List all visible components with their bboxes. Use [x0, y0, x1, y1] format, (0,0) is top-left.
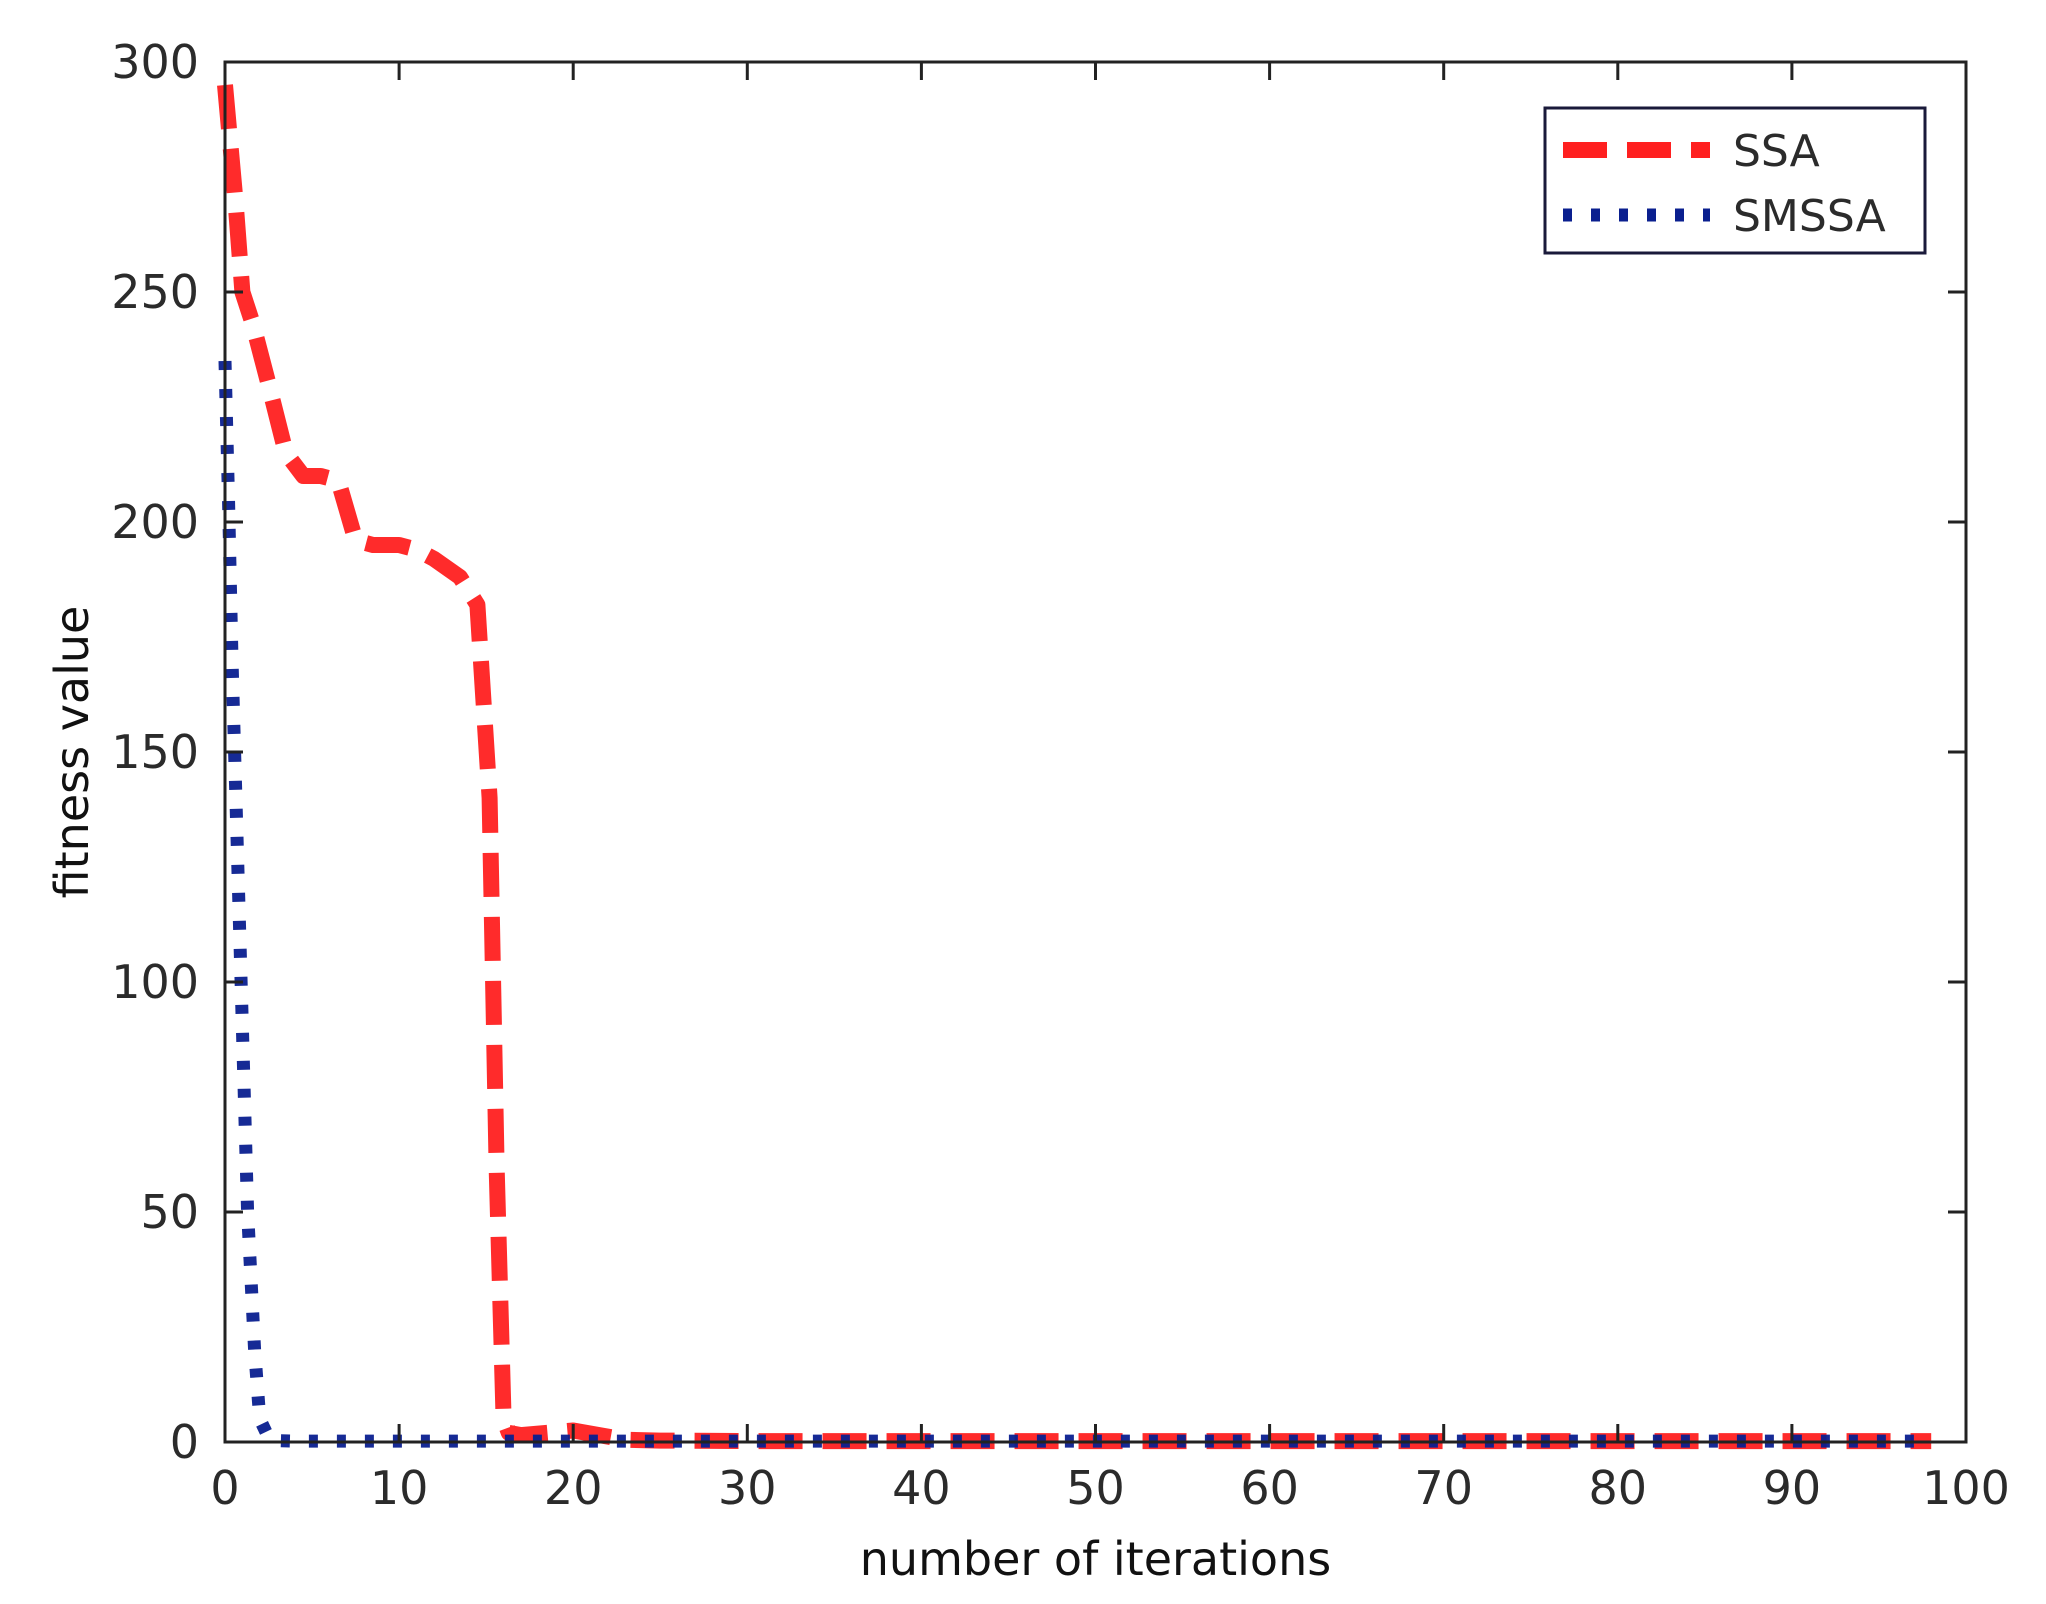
x-tick-label-0: 0 [210, 1461, 239, 1515]
legend-label-smssa: SMSSA [1733, 191, 1886, 242]
axis-tick-labels: 0 10 20 30 40 50 60 70 80 90 100 0 50 100 150 200 250 300 [111, 35, 2010, 1515]
legend-box [1543, 106, 1927, 255]
axis-ticks [223, 60, 1968, 1444]
x-tick-label-60: 60 [1240, 1461, 1299, 1515]
y-tick-label-50: 50 [140, 1185, 199, 1239]
legend: SSA SMSSA [1543, 106, 1927, 255]
y-tick-label-200: 200 [111, 495, 199, 549]
x-tick-label-40: 40 [892, 1461, 951, 1515]
x-tick-label-90: 90 [1763, 1461, 1822, 1515]
x-tick-label-30: 30 [718, 1461, 777, 1515]
y-tick-label-100: 100 [111, 955, 199, 1009]
x-tick-label-100: 100 [1922, 1461, 2010, 1515]
y-tick-label-250: 250 [111, 265, 199, 319]
legend-label-ssa: SSA [1733, 126, 1820, 177]
y-axis-title: fitness value [45, 606, 99, 899]
x-tick-label-70: 70 [1414, 1461, 1473, 1515]
y-tick-label-0: 0 [170, 1415, 199, 1469]
x-axis-title: number of iterations [860, 1532, 1331, 1586]
x-tick-label-50: 50 [1066, 1461, 1125, 1515]
x-tick-label-80: 80 [1589, 1461, 1648, 1515]
y-tick-label-150: 150 [111, 725, 199, 779]
x-tick-label-20: 20 [544, 1461, 603, 1515]
x-tick-label-10: 10 [370, 1461, 429, 1515]
y-tick-label-300: 300 [111, 35, 199, 89]
